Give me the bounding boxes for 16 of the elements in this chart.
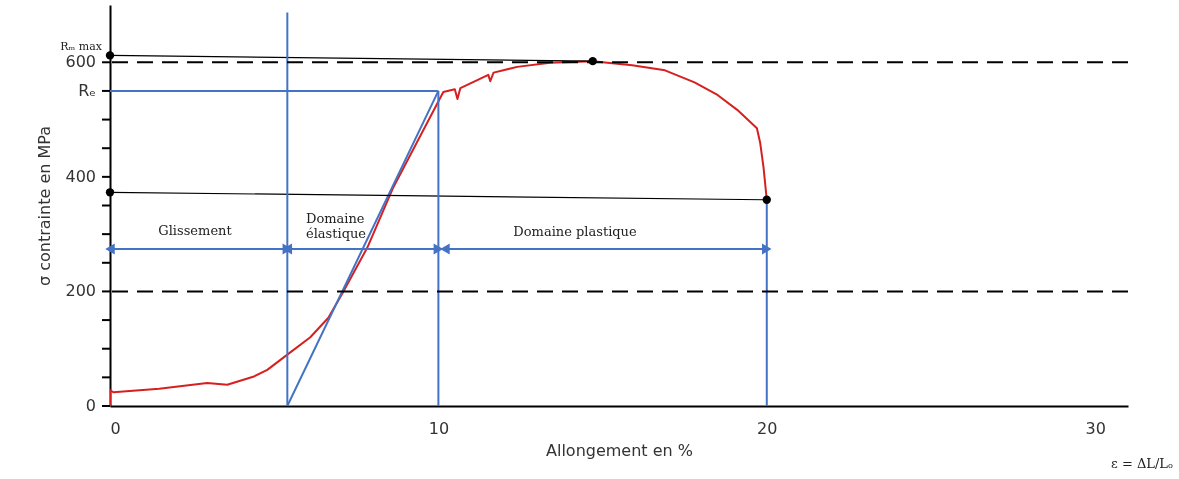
y-tick-label: Rₑ <box>78 80 96 100</box>
y-tick-label: 400 <box>65 166 96 186</box>
x-axis-title: Allongement en % <box>546 440 693 460</box>
x-tick-label: 20 <box>757 418 778 438</box>
text: ε = ΔL/Lₒ <box>1111 456 1173 471</box>
annotation: Glissement <box>158 223 233 238</box>
annotation: Domaine plastique <box>513 224 637 239</box>
x-tick-label: 10 <box>428 418 450 438</box>
y-axis-title: σ contrainte en MPa <box>34 125 54 287</box>
x-tick-label: 30 <box>1085 418 1106 438</box>
annotation: Rₘ max <box>60 40 103 54</box>
y-tick-label: 0 <box>85 396 96 415</box>
x-tick-label: 0 <box>110 418 121 438</box>
annotation: Domaine élastique <box>306 211 367 241</box>
y-tick-label: 600 <box>65 52 96 72</box>
y-tick-label: 200 <box>65 281 96 301</box>
